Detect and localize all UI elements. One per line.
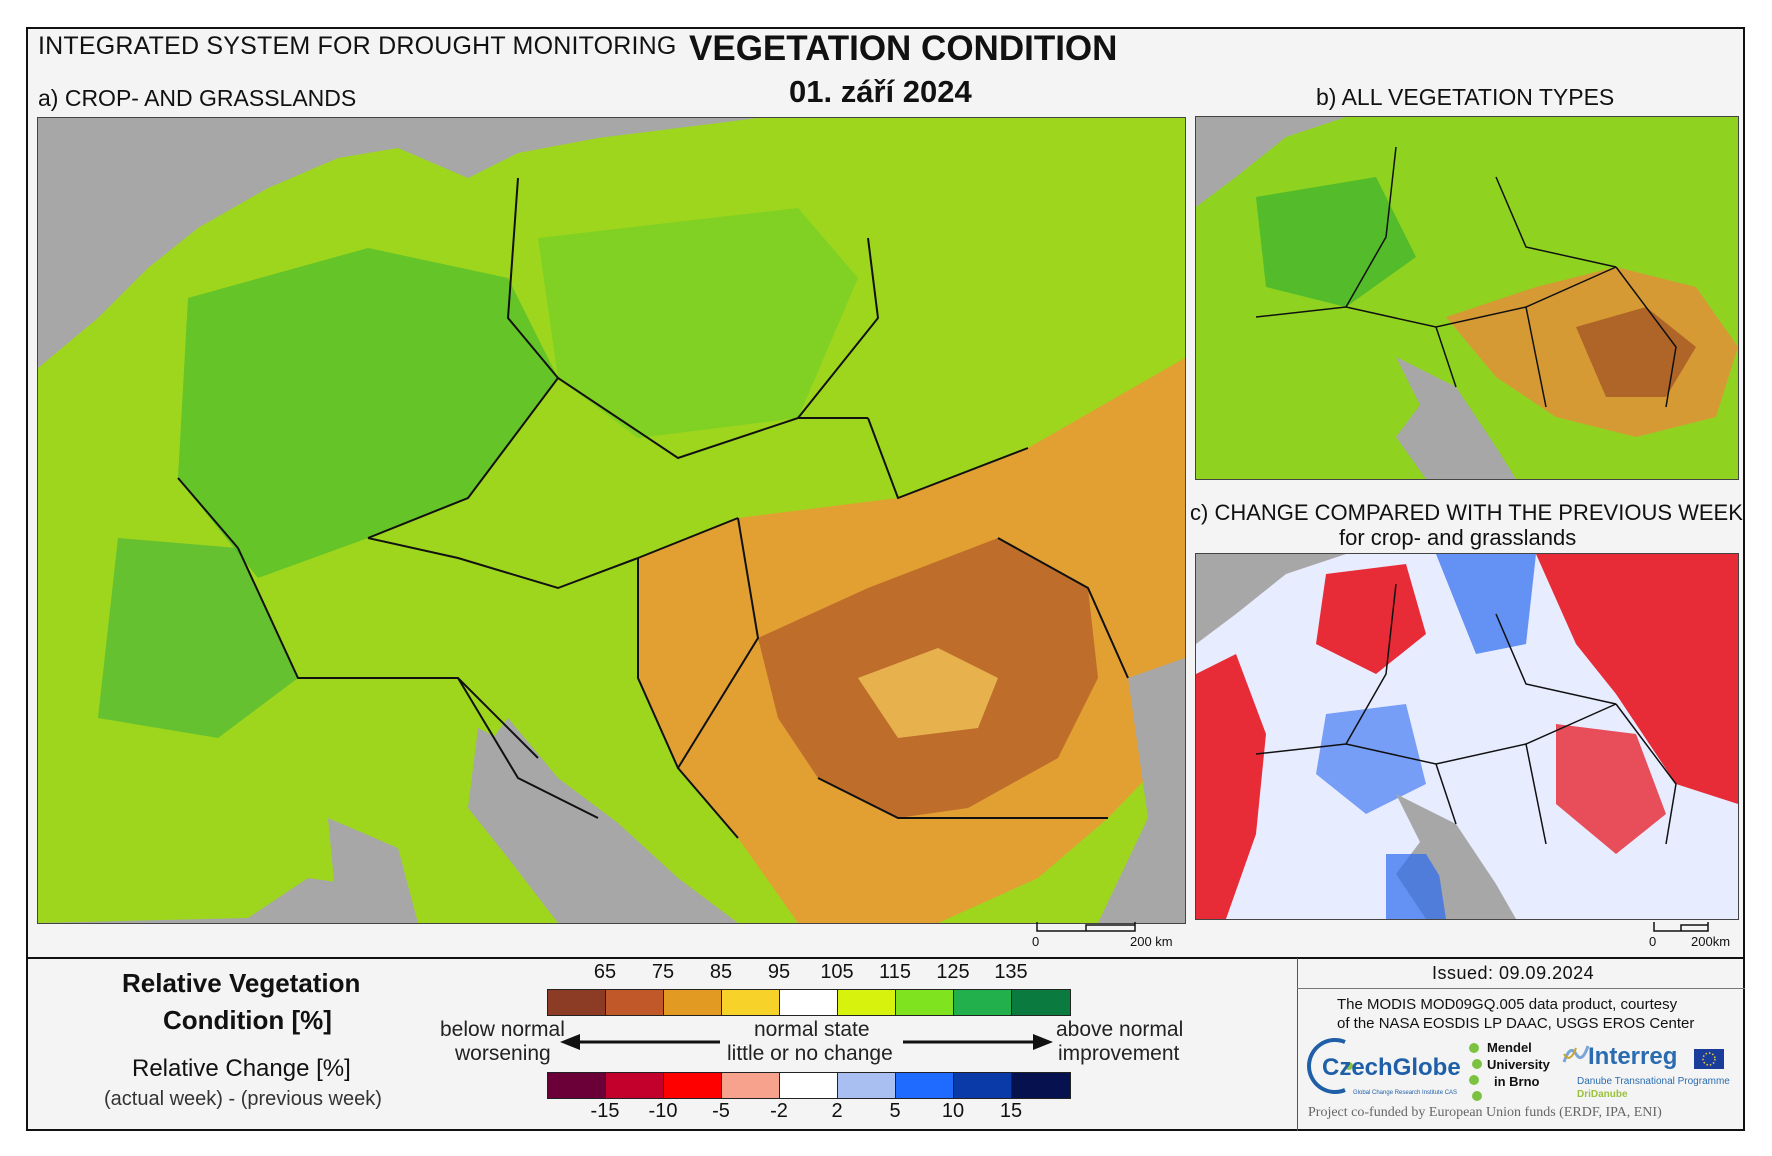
rvc-tick-label: 115	[879, 961, 911, 983]
map-panel-all-vegetation	[1195, 116, 1739, 480]
info-divider	[1297, 958, 1298, 1131]
rc-tick-label: -2	[770, 1100, 788, 1122]
scale-a-start: 0	[1032, 934, 1040, 949]
rvc-swatch	[954, 990, 1012, 1015]
label-below-normal: below normal	[440, 1018, 565, 1041]
rvc-swatch	[896, 990, 954, 1015]
rvc-tick-label: 85	[709, 961, 733, 983]
label-improvement: improvement	[1058, 1042, 1180, 1065]
interreg-logo-mark	[1562, 1045, 1590, 1063]
rvc-tick-label: 105	[820, 961, 854, 983]
issued-underline	[1297, 988, 1745, 989]
label-little-change: little or no change	[727, 1042, 893, 1065]
rvc-swatch	[664, 990, 722, 1015]
rc-swatch	[780, 1073, 838, 1098]
rvc-tick-label: 95	[767, 961, 791, 983]
funding-footer: Project co-funded by European Union fund…	[1308, 1105, 1662, 1120]
mendel-logo-dots	[1469, 1043, 1482, 1101]
main-title: VEGETATION CONDITION	[689, 29, 1118, 68]
rc-swatch	[1012, 1073, 1070, 1098]
interreg-logo-text: Interreg	[1588, 1043, 1678, 1070]
rvc-color-bar	[547, 989, 1071, 1016]
rvc-swatch	[548, 990, 606, 1015]
rvc-tick-label: 135	[994, 961, 1028, 983]
map-all-vegetation	[1196, 117, 1738, 479]
rvc-tick-label: 65	[593, 961, 617, 983]
scale-c-start: 0	[1649, 934, 1657, 949]
rc-swatch	[896, 1073, 954, 1098]
rc-tick-label: -5	[712, 1100, 730, 1122]
system-title: INTEGRATED SYSTEM FOR DROUGHT MONITORING	[38, 32, 677, 60]
credit-line1: The MODIS MOD09GQ.005 data product, cour…	[1337, 996, 1678, 1013]
rc-swatch	[722, 1073, 780, 1098]
rvc-swatch	[1012, 990, 1070, 1015]
panel-c-title: c) CHANGE COMPARED WITH THE PREVIOUS WEE…	[1190, 500, 1743, 525]
panel-b-title: b) ALL VEGETATION TYPES	[1316, 84, 1615, 110]
date-label: 01. září 2024	[789, 74, 972, 109]
label-worsening: worsening	[455, 1042, 551, 1065]
issued-date: Issued: 09.09.2024	[1432, 963, 1595, 983]
scale-bar-c	[1653, 921, 1709, 933]
map-weekly-change	[1196, 554, 1738, 919]
rc-tick-label: 15	[999, 1100, 1023, 1122]
credit-line2: of the NASA EOSDIS LP DAAC, USGS EROS Ce…	[1337, 1015, 1695, 1032]
map-crop-grasslands	[38, 118, 1185, 923]
right-arrow	[903, 1034, 1053, 1050]
rvc-title-line2: Condition [%]	[163, 1005, 332, 1035]
mendel-logo-line2: University	[1487, 1057, 1550, 1072]
rc-swatch	[664, 1073, 722, 1098]
interreg-logo-sub2: DriDanube	[1577, 1089, 1628, 1100]
rvc-tick-label: 125	[936, 961, 970, 983]
czechglobe-logo-sub: Global Change Research Institute CAS	[1353, 1090, 1458, 1096]
rvc-swatch	[606, 990, 664, 1015]
mendel-logo-line3: in Brno	[1494, 1074, 1540, 1089]
map-panel-weekly-change	[1195, 553, 1739, 920]
panel-c-subtitle: for crop- and grasslands	[1339, 525, 1577, 550]
rc-tick-label: -10	[648, 1100, 678, 1122]
rc-color-bar	[547, 1072, 1071, 1099]
rc-tick-label: 5	[889, 1100, 901, 1122]
rc-subtitle: (actual week) - (previous week)	[104, 1088, 382, 1110]
label-above-normal: above normal	[1056, 1018, 1184, 1041]
legend-separator	[26, 957, 1745, 959]
czechglobe-logo-arc	[1307, 1038, 1353, 1094]
rc-tick-label: 10	[941, 1100, 965, 1122]
scale-bar-a	[1036, 921, 1136, 933]
rvc-swatch	[838, 990, 896, 1015]
rc-swatch	[954, 1073, 1012, 1098]
rvc-tick-label: 75	[651, 961, 675, 983]
rc-swatch	[606, 1073, 664, 1098]
left-arrow	[560, 1034, 720, 1050]
rvc-swatch	[780, 990, 838, 1015]
eu-flag-icon	[1694, 1049, 1724, 1069]
panel-a-title: a) CROP- AND GRASSLANDS	[38, 85, 357, 111]
rvc-swatch	[722, 990, 780, 1015]
label-normal-state: normal state	[754, 1018, 870, 1041]
rc-tick-label: -15	[590, 1100, 620, 1122]
scale-a-end: 200 km	[1130, 934, 1173, 949]
map-panel-crop-grasslands	[37, 117, 1186, 924]
mendel-logo-line1: Mendel	[1487, 1040, 1532, 1055]
rc-swatch	[838, 1073, 896, 1098]
rc-swatch	[548, 1073, 606, 1098]
rc-tick-label: 2	[831, 1100, 843, 1122]
rvc-title-line1: Relative Vegetation	[122, 968, 361, 998]
interreg-logo-sub1: Danube Transnational Programme	[1577, 1076, 1730, 1087]
rc-title: Relative Change [%]	[132, 1055, 351, 1082]
scale-c-end: 200km	[1691, 934, 1731, 949]
czechglobe-logo-text: CzechGlobe	[1322, 1054, 1461, 1081]
